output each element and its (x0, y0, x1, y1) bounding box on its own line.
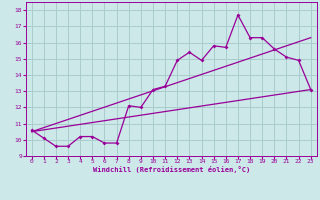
X-axis label: Windchill (Refroidissement éolien,°C): Windchill (Refroidissement éolien,°C) (92, 166, 250, 173)
